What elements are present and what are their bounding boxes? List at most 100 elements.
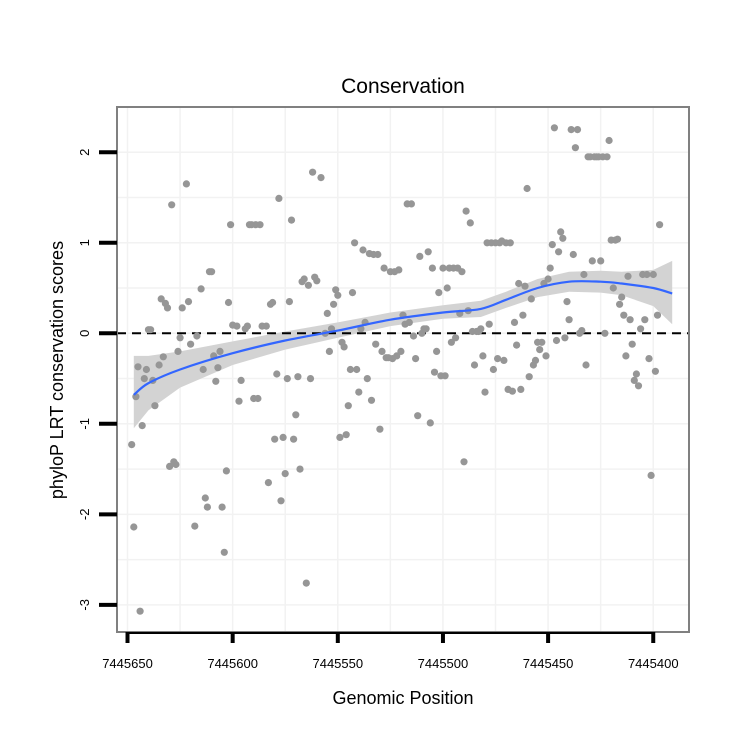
data-point xyxy=(620,311,628,319)
data-point xyxy=(147,326,155,334)
x-axis-label: Genomic Position xyxy=(332,688,473,708)
data-point xyxy=(378,347,386,355)
data-point xyxy=(578,327,586,335)
data-point xyxy=(281,470,289,478)
data-point xyxy=(151,402,159,410)
data-point xyxy=(302,579,310,587)
data-point xyxy=(439,264,447,272)
data-point xyxy=(128,441,136,449)
data-point xyxy=(397,347,405,355)
data-point xyxy=(294,373,302,381)
data-point xyxy=(309,168,317,176)
data-point xyxy=(214,364,222,372)
data-point xyxy=(395,266,403,274)
data-point xyxy=(407,200,415,208)
data-point xyxy=(174,347,182,355)
data-point xyxy=(269,298,277,307)
data-point xyxy=(573,126,582,134)
data-point xyxy=(353,365,361,374)
data-point xyxy=(479,352,487,360)
data-point xyxy=(323,309,331,317)
x-tick-label: 7445500 xyxy=(418,656,469,671)
data-point xyxy=(567,126,575,134)
data-point xyxy=(218,503,226,511)
data-point xyxy=(433,347,441,355)
data-point xyxy=(613,235,622,243)
y-tick-label: 1 xyxy=(77,239,92,246)
data-point xyxy=(393,352,401,360)
data-point xyxy=(279,433,287,441)
data-point xyxy=(485,320,493,328)
grid-lines xyxy=(117,107,689,632)
data-point xyxy=(254,394,262,403)
data-point xyxy=(330,300,338,308)
data-point xyxy=(201,494,209,502)
data-point xyxy=(208,268,216,276)
data-point xyxy=(435,289,443,297)
data-point xyxy=(227,221,235,229)
y-axis-ticks: 2 1 0 -1 -2 -3 xyxy=(77,149,117,611)
data-point xyxy=(172,460,180,469)
data-point xyxy=(275,194,283,202)
data-point xyxy=(647,471,655,479)
data-point xyxy=(224,298,233,307)
data-point xyxy=(283,375,291,383)
data-point xyxy=(525,373,533,381)
data-point xyxy=(182,180,190,188)
data-point xyxy=(325,347,333,355)
data-point xyxy=(187,340,195,348)
data-point xyxy=(317,174,325,182)
data-point xyxy=(477,325,485,333)
data-point xyxy=(300,275,308,283)
data-point xyxy=(546,264,554,272)
data-point xyxy=(641,316,649,324)
data-point xyxy=(344,402,352,410)
data-point xyxy=(565,316,573,324)
data-point xyxy=(458,268,466,276)
data-point xyxy=(367,396,376,404)
data-point xyxy=(637,325,645,333)
data-point xyxy=(559,234,567,242)
data-point xyxy=(203,503,211,511)
data-point xyxy=(601,329,609,337)
x-tick-label: 7445450 xyxy=(523,656,574,671)
data-point xyxy=(168,201,176,209)
y-tick-label: -2 xyxy=(77,509,92,521)
data-point xyxy=(159,353,167,361)
data-point xyxy=(422,325,430,333)
data-point xyxy=(359,246,367,254)
data-point xyxy=(616,300,624,308)
data-point xyxy=(346,365,354,374)
data-point xyxy=(489,365,497,374)
data-point xyxy=(235,397,243,405)
data-point xyxy=(409,332,418,340)
y-tick-label: -1 xyxy=(77,418,92,430)
data-point xyxy=(287,216,296,224)
data-point xyxy=(157,295,165,303)
data-point xyxy=(452,334,460,342)
data-point xyxy=(138,422,146,430)
data-point xyxy=(304,281,312,289)
data-point xyxy=(191,522,199,530)
data-point xyxy=(184,298,193,306)
data-point xyxy=(351,239,359,247)
data-point xyxy=(626,316,634,324)
data-point xyxy=(656,221,664,229)
data-point xyxy=(597,257,605,265)
data-point xyxy=(443,284,451,292)
data-point xyxy=(285,298,293,306)
data-point xyxy=(561,334,569,342)
data-point xyxy=(163,304,172,312)
data-point xyxy=(140,375,148,383)
data-point xyxy=(645,355,653,363)
data-point xyxy=(424,248,432,256)
smooth-trend-line xyxy=(133,280,673,396)
x-tick-label: 7445650 xyxy=(102,656,153,671)
data-point xyxy=(510,318,519,326)
data-point xyxy=(571,144,580,152)
x-tick-label: 7445600 xyxy=(207,656,258,671)
data-point xyxy=(412,355,420,363)
data-point xyxy=(569,250,577,259)
data-point xyxy=(216,347,224,355)
